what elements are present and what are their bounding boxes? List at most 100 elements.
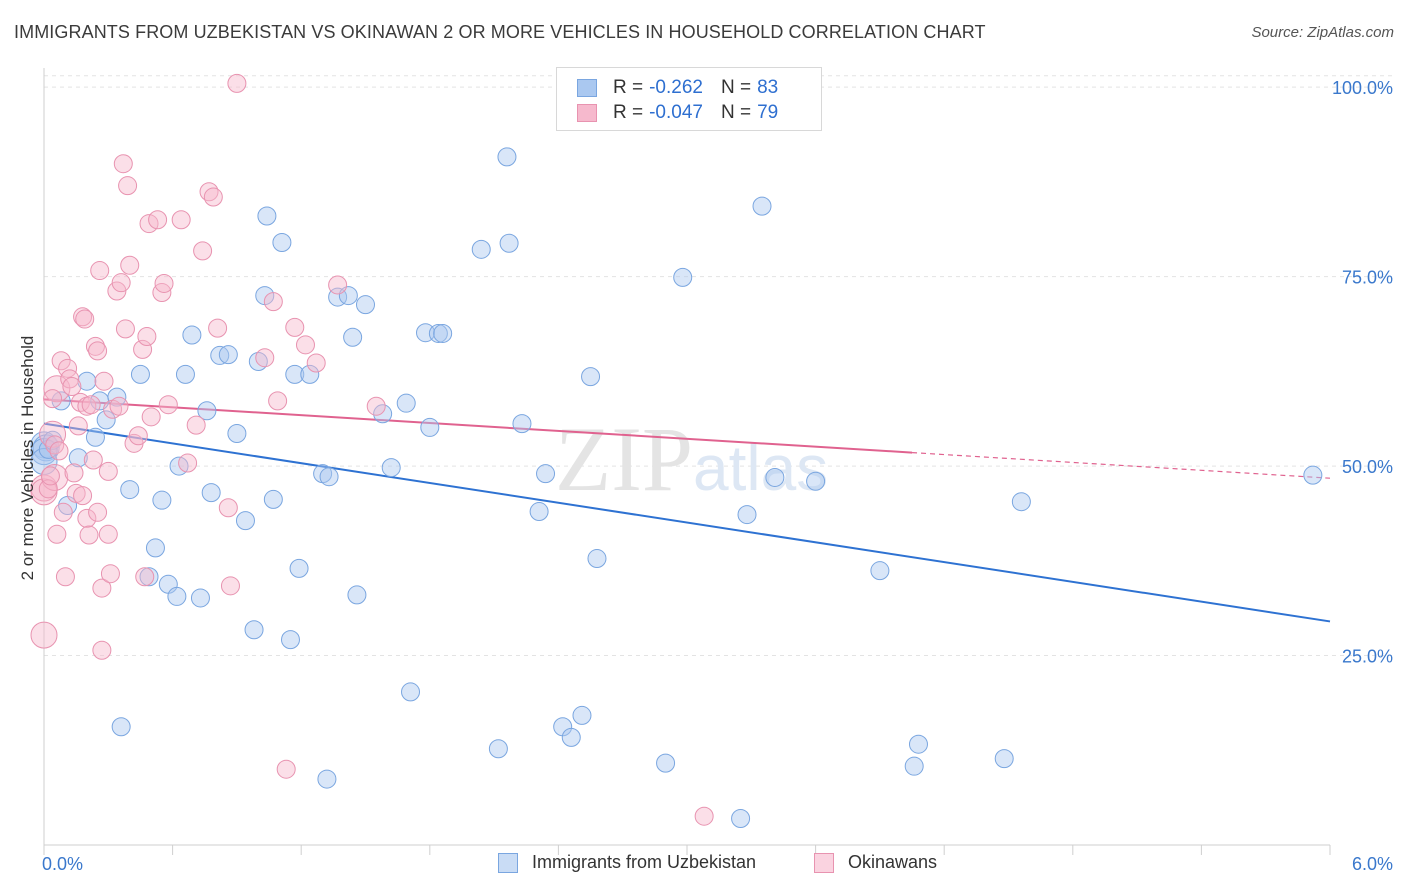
uzbekistan-point <box>257 206 277 226</box>
uzbekistan-point <box>737 505 757 525</box>
uzbekistan-point <box>190 588 210 608</box>
uzbekistan-point <box>806 471 826 491</box>
uzbekistan-point <box>167 586 187 606</box>
okinawan-point <box>39 420 67 448</box>
trend-lines <box>43 398 1331 623</box>
okinawan-point <box>193 241 213 261</box>
uzbekistan-point <box>536 464 556 484</box>
okinawan-point <box>120 255 140 275</box>
uzbekistan-point <box>904 756 924 776</box>
legend-n-label: N = <box>720 77 752 98</box>
uzbekistan-point <box>152 490 172 510</box>
uzbekistan-point <box>673 267 693 287</box>
watermark-zip: ZIP <box>555 408 693 510</box>
legend-r-value: -0.047 <box>649 102 703 123</box>
source-label: Source: ZipAtlas.com <box>1251 24 1394 41</box>
blue-trend-line <box>43 422 1331 623</box>
uzbekistan-point <box>656 753 676 773</box>
uzbekistan-point <box>244 620 264 640</box>
pink-trend-line-dashed <box>912 451 1331 479</box>
okinawan-point <box>100 564 120 584</box>
okinawan-point <box>75 309 95 329</box>
okinawan-point <box>79 525 99 545</box>
okinawan-point <box>111 273 131 293</box>
uzbekistan-point <box>201 483 221 503</box>
okinawan-point <box>306 353 326 373</box>
y-tick-label: 50.0% <box>1342 457 1393 477</box>
okinawan-point <box>694 806 714 826</box>
okinawan-point <box>255 348 275 368</box>
okinawan-point <box>88 341 108 361</box>
legend-n-value: 79 <box>757 102 779 123</box>
okinawan-point <box>115 319 135 339</box>
pink-trend-line <box>43 398 913 454</box>
uzbekistan-point <box>499 233 519 253</box>
okinawan-point <box>218 498 238 518</box>
uzbekistan-point <box>373 404 393 424</box>
okinawan-point <box>285 317 305 337</box>
legend-swatch-pink <box>577 104 597 122</box>
okinawan-point <box>171 210 191 230</box>
legend-n-label: N = <box>720 102 752 123</box>
uzbekistan-point <box>96 410 116 430</box>
uzbekistan-point <box>488 739 508 759</box>
uzbekistan-point <box>356 295 375 315</box>
uzbekistan-point <box>182 325 202 345</box>
uzbekistan-point <box>908 734 928 754</box>
uzbekistan-point <box>111 717 131 737</box>
uzbekistan-point <box>765 467 785 487</box>
uzbekistan-point <box>347 585 367 605</box>
series-legend-uzbekistan[interactable]: Immigrants from Uzbekistan <box>498 852 756 873</box>
okinawan-point <box>47 524 67 544</box>
uzbekistan-point <box>581 367 601 387</box>
uzbekistan-point <box>587 549 607 569</box>
okinawan-point <box>366 396 386 416</box>
uzbekistan-point <box>272 233 292 253</box>
okinawan-point <box>30 621 58 649</box>
uzbekistan-point <box>285 364 305 384</box>
okinawan-point <box>208 318 228 338</box>
okinawan-point <box>133 339 153 359</box>
uzbekistan-point <box>68 448 88 468</box>
okinawan-point <box>92 640 112 660</box>
okinawan-point <box>178 453 198 473</box>
okinawan-point <box>68 416 88 436</box>
uzbekistan-point <box>300 364 320 384</box>
y-axis-label: 2 or more Vehicles in Household <box>18 335 37 581</box>
watermark: ZIPatlas <box>555 408 828 510</box>
uzbekistan-point <box>561 727 581 747</box>
uzbekistan-point <box>381 458 401 478</box>
uzbekistan-point <box>497 147 517 167</box>
uzbekistan-point <box>512 414 532 434</box>
uzbekistan-point <box>752 196 772 216</box>
data-points <box>30 73 1323 828</box>
okinawan-point <box>40 466 60 486</box>
okinawan-point <box>263 292 283 312</box>
okinawan-point <box>220 576 240 596</box>
legend-r-label: R = <box>613 102 644 123</box>
legend-row-uzbekistan: R = -0.262 N = 83 <box>577 77 778 99</box>
legend-r-label: R = <box>613 77 644 98</box>
y-tick-label: 75.0% <box>1342 268 1393 288</box>
uzbekistan-point <box>227 423 247 443</box>
uzbekistan-point <box>319 467 339 487</box>
series-legend-okinawans[interactable]: Okinawans <box>814 852 937 873</box>
okinawan-point <box>60 369 80 389</box>
series-legend: Immigrants from Uzbekistan Okinawans <box>0 852 1406 876</box>
okinawan-point <box>158 395 178 415</box>
okinawan-point <box>148 210 168 230</box>
okinawan-point <box>137 326 157 346</box>
legend-r-value: -0.262 <box>649 77 703 98</box>
uzbekistan-point <box>1011 492 1031 512</box>
okinawan-point <box>154 273 174 293</box>
okinawan-point <box>276 759 296 779</box>
uzbekistan-point <box>994 749 1014 769</box>
okinawan-point <box>94 371 114 391</box>
uzbekistan-point <box>731 808 751 828</box>
okinawan-point <box>62 377 82 397</box>
uzbekistan-point <box>130 364 150 384</box>
uzbekistan-point <box>139 567 159 587</box>
series-label: Okinawans <box>848 852 938 872</box>
okinawan-point <box>92 578 112 598</box>
okinawan-point <box>203 187 223 207</box>
